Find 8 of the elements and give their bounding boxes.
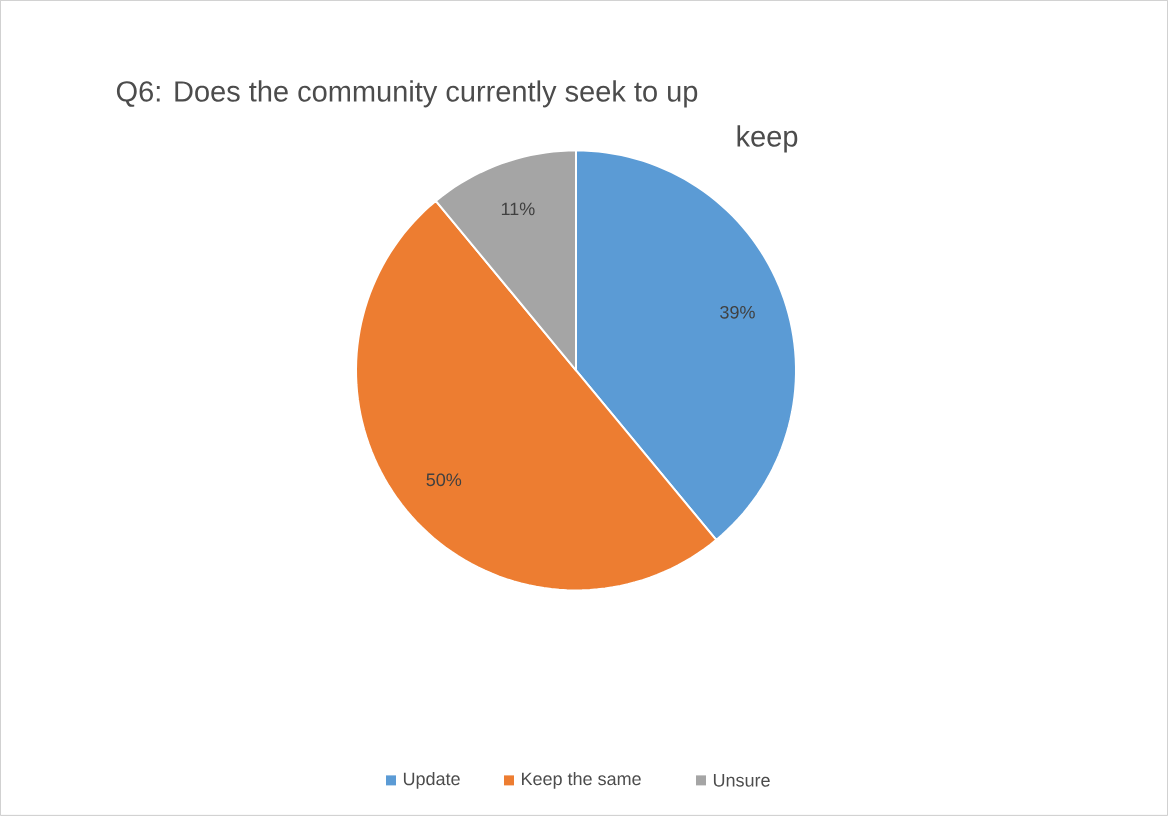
data-label: 39% — [720, 305, 755, 319]
data-label: 11% — [501, 202, 535, 216]
legend-label: Unsure — [713, 774, 770, 787]
chart-title: Q6: Does the community currently seek to up — [116, 80, 698, 108]
legend-label: Update — [403, 772, 460, 789]
chart-subtitle: keep — [737, 125, 798, 153]
legend-label: Keep the same — [522, 772, 641, 789]
data-label: 50% — [426, 473, 462, 487]
